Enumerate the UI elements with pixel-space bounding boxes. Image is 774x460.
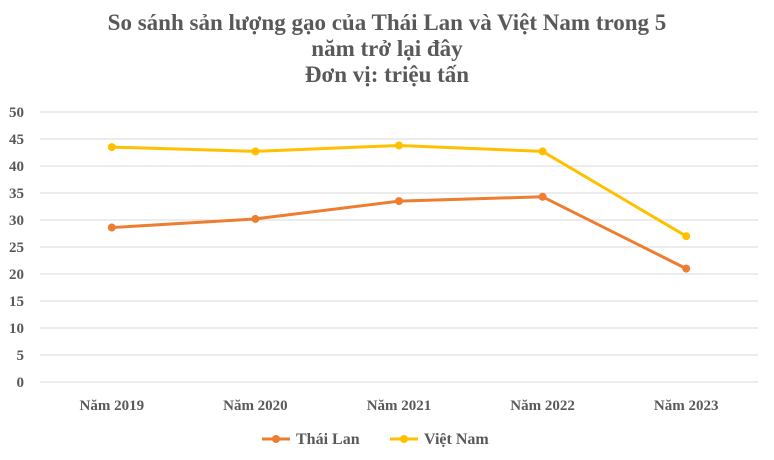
y-tick-label: 10 [9,321,24,337]
legend-swatch-marker [272,435,280,443]
grid-lines [40,111,758,383]
series-1 [107,141,691,241]
data-point [395,141,403,150]
y-tick-label: 20 [9,267,24,283]
series-lines [107,141,691,273]
y-tick-label: 0 [17,375,25,391]
data-point [251,214,260,223]
data-point [538,147,547,156]
x-tick-label: Năm 2021 [367,398,432,414]
y-tick-label: 40 [9,159,24,175]
chart-title-line-3: Đơn vị: triệu tấn [305,62,469,87]
legend-item-1: Việt Nam [390,431,489,448]
y-tick-label: 45 [9,132,24,148]
series-0 [107,192,691,273]
chart-title: So sánh sản lượng gạo của Thái Lan và Vi… [108,10,667,87]
x-tick-label: Năm 2022 [510,398,575,414]
data-point [682,232,691,241]
data-point [107,223,116,232]
x-tick-label: Năm 2019 [80,398,145,414]
legend: Thái Lan Việt Nam [262,431,489,448]
legend-item-0: Thái Lan [262,431,360,448]
series-line [110,195,688,271]
x-axis-tick-labels: Năm 2019 Năm 2020 Năm 2021 Năm 2022 Năm 2023 [80,398,719,414]
x-tick-label: Năm 2023 [654,398,719,414]
data-point [538,192,547,201]
chart-title-line-1: So sánh sản lượng gạo của Thái Lan và Vi… [108,10,667,35]
legend-label: Thái Lan [296,431,360,448]
chart-title-line-2: năm trở lại đây [311,36,463,61]
y-tick-label: 5 [17,348,25,364]
legend-label: Việt Nam [424,431,489,448]
data-point [395,197,403,206]
y-tick-label: 30 [9,213,24,229]
y-tick-label: 15 [9,294,24,310]
x-tick-label: Năm 2020 [223,398,288,414]
y-tick-label: 50 [9,105,24,121]
y-tick-label: 25 [9,240,24,256]
legend-swatch-marker [400,435,408,443]
data-point [107,143,116,152]
y-tick-label: 35 [9,186,24,202]
data-point [682,264,691,273]
data-point [251,147,260,156]
y-axis-tick-labels: 0 5 10 15 20 25 30 35 40 45 50 [9,105,24,391]
